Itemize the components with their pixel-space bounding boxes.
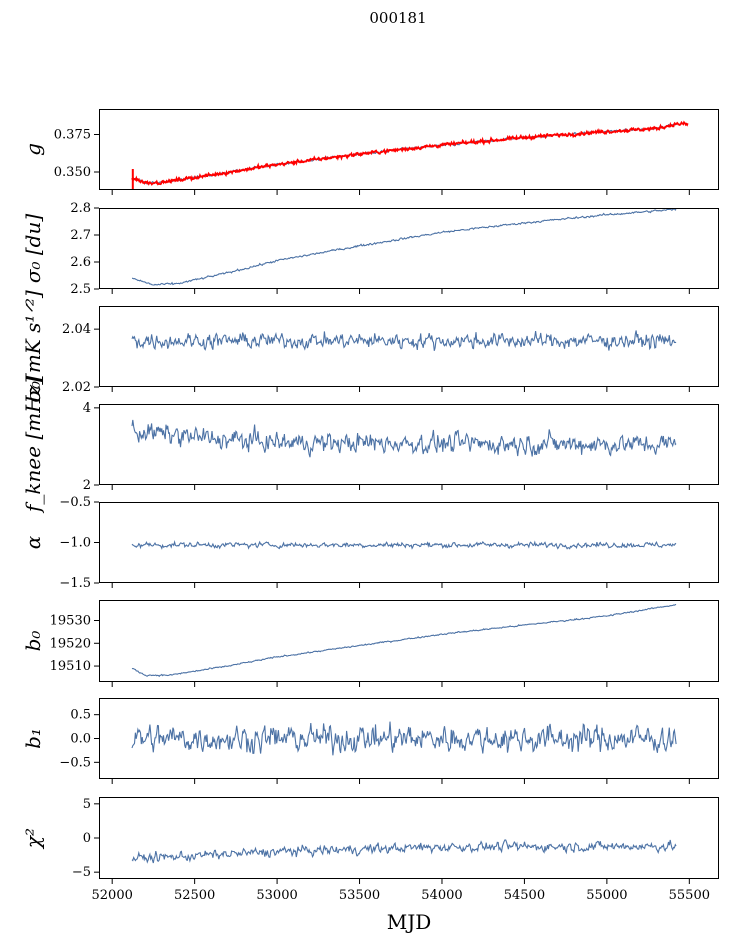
axes-frame-g <box>99 109 719 190</box>
series-line-chi2 <box>131 839 677 864</box>
series-line-sigma0-mk <box>131 330 677 351</box>
y-axis-label-fknee: f_knee [mHz] <box>21 377 45 514</box>
overlay-line-g <box>131 120 689 186</box>
series-line-sigma0-du <box>132 208 677 286</box>
y-tick-label-sigma0-du: 2.8 <box>70 201 91 216</box>
axes-frame-b0 <box>99 600 719 682</box>
y-axis-label-b1: b₁ <box>21 728 45 749</box>
x-tick-label: 54500 <box>504 888 545 903</box>
y-tick-label-b1: −0.5 <box>59 755 91 770</box>
y-axis-label-b0: b₀ <box>21 631 45 652</box>
axes-frame-b1 <box>99 698 719 779</box>
y-tick-label-chi2: −5 <box>72 865 91 880</box>
y-tick-label-sigma0-mk: 2.02 <box>62 380 91 395</box>
x-tick-label: 52000 <box>92 888 133 903</box>
y-tick-label-b1: 0.5 <box>70 708 91 723</box>
y-tick-label-sigma0-du: 2.6 <box>70 255 91 270</box>
axes-frame-sigma0-du <box>99 208 719 289</box>
y-tick-label-chi2: 5 <box>83 797 91 812</box>
y-tick-label-b1: 0.0 <box>70 732 91 747</box>
panel-sigma0-mk: 2.02 2.04 σ₀[mK s¹ᐟ²] <box>21 290 719 403</box>
series-line-fknee <box>131 419 677 458</box>
axes-frame-fknee <box>99 404 719 485</box>
y-tick-label-alpha: −1.0 <box>59 536 91 551</box>
y-tick-label-b0: 19510 <box>50 659 91 674</box>
y-tick-label-sigma0-du: 2.7 <box>70 228 91 243</box>
panel-fknee: 2 4 f_knee [mHz] <box>21 377 719 514</box>
x-tick-label: 54000 <box>421 888 462 903</box>
x-tick-label: 52500 <box>174 888 215 903</box>
y-axis-label-sigma0-mk: σ₀[mK s¹ᐟ²] <box>21 290 45 403</box>
panel-sigma0-du: 2.5 2.6 2.7 2.8 σ₀ [du] <box>21 201 719 297</box>
y-tick-label-sigma0-mk: 2.04 <box>62 322 91 337</box>
panels: 0.350 0.375 g 2.5 2.6 2.7 2.8 σ₀ [du] 2.02 2.04 σ₀… <box>21 109 719 903</box>
series-line-b1 <box>131 721 677 756</box>
x-axis-label: MJD <box>387 910 432 934</box>
y-tick-label-fknee: 2 <box>83 478 91 493</box>
panel-b0: 19510 19520 19530 b₀ <box>21 600 719 687</box>
axes-frame-chi2 <box>99 797 719 879</box>
y-tick-label-fknee: 4 <box>83 401 91 416</box>
panel-g: 0.350 0.375 g <box>21 109 719 195</box>
y-tick-label-sigma0-du: 2.5 <box>70 282 91 297</box>
x-tick-label: 55500 <box>669 888 710 903</box>
y-tick-label-alpha: −0.5 <box>59 495 91 510</box>
axes-frame-alpha <box>99 502 719 583</box>
panel-alpha: −1.5 −1.0 −0.5 α <box>21 495 719 591</box>
figure-title: 000181 <box>369 9 426 27</box>
panel-b1: −0.5 0.0 0.5 b₁ <box>21 698 719 784</box>
series-line-b0 <box>131 603 677 678</box>
axes-frame-sigma0-mk <box>99 306 719 387</box>
y-axis-label-alpha: α <box>21 535 45 549</box>
y-axis-label-sigma0-du: σ₀ [du] <box>21 214 45 284</box>
y-axis-label-g: g <box>21 143 45 156</box>
x-tick-label: 55000 <box>586 888 627 903</box>
y-axis-label-chi2: χ² <box>21 828 45 850</box>
y-tick-label-alpha: −1.5 <box>59 576 91 591</box>
y-tick-label-b0: 19520 <box>50 636 91 651</box>
y-tick-label-chi2: 0 <box>83 831 91 846</box>
y-tick-label-g: 0.350 <box>54 165 91 180</box>
y-tick-label-g: 0.375 <box>54 128 91 143</box>
panel-chi2: −5 0 5 52000 52500 53000 53500 54000 54500 55000 5… <box>21 797 719 903</box>
series-line-alpha <box>131 539 677 550</box>
y-tick-label-b0: 19530 <box>50 614 91 629</box>
x-tick-label: 53500 <box>339 888 380 903</box>
x-tick-label: 53000 <box>256 888 297 903</box>
